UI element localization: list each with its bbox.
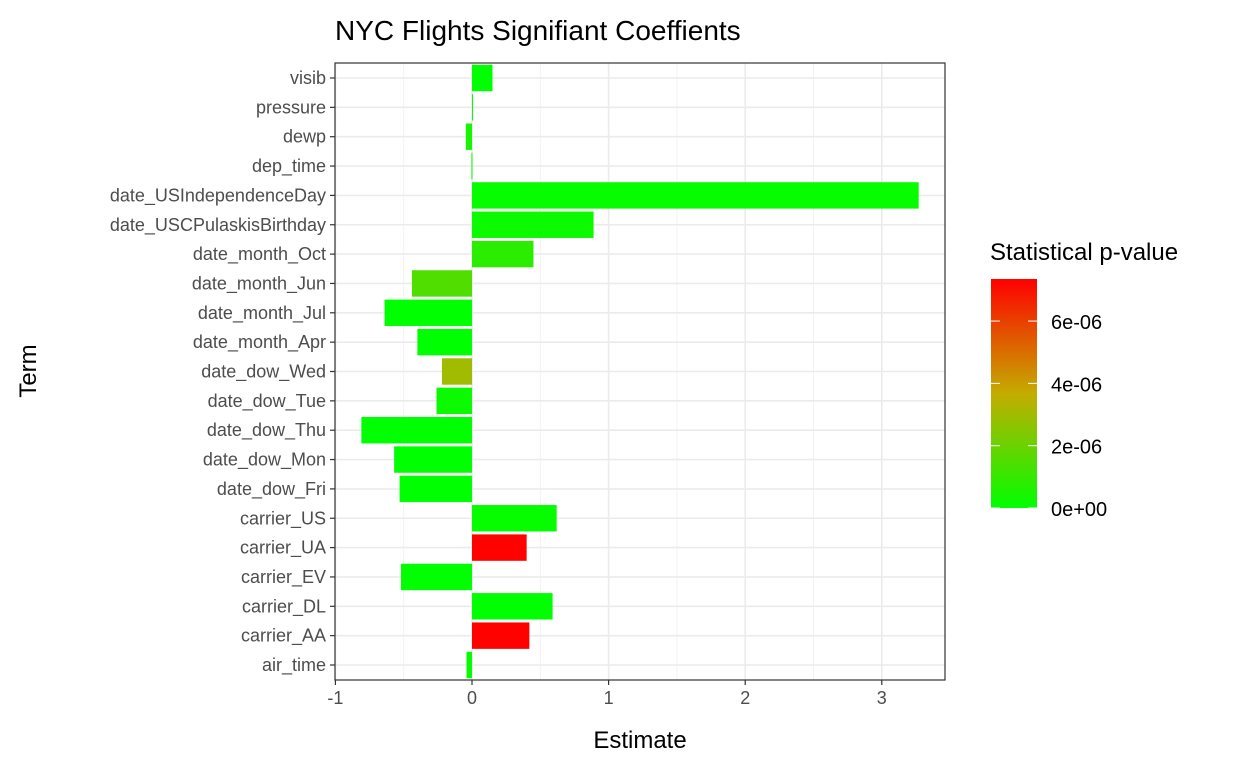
bar-date_dow_Mon [394,446,472,473]
legend-tick-label: 2e-06 [1051,437,1102,459]
y-tick-label: carrier_DL [242,596,326,617]
bar-date_USCPulaskisBirthday [472,211,594,238]
y-tick-label: visib [290,68,326,88]
bar-visib [472,64,493,92]
y-tick-label: carrier_UA [240,538,326,559]
y-axis: visib pressure dewp dep_time date_USIndepend… [110,68,335,676]
bar-carrier_AA [472,622,530,649]
y-axis-label: Term [15,344,42,397]
bar-date_USIndependenceDay [472,182,919,209]
legend-tick-label: 6e-06 [1051,312,1102,334]
legend-title: Statistical p-value [990,239,1178,266]
y-tick-label: date_month_Oct [193,244,326,265]
bars [361,64,919,679]
chart-title: NYC Flights Signifiant Coeffients [335,15,741,46]
x-tick-label: 3 [877,688,887,708]
y-tick-label: date_month_Jul [198,303,326,324]
y-tick-label: dewp [283,127,326,147]
y-tick-label: date_USCPulaskisBirthday [110,215,326,236]
bar-date_dow_Thu [361,416,472,444]
bar-dewp [465,123,472,150]
bar-carrier_UA [472,534,527,561]
x-tick-label: 0 [467,688,477,708]
bar-date_dow_Fri [399,475,472,503]
bar-air_time [466,651,472,679]
bar-date_dow_Wed [441,358,472,385]
bar-date_month_Apr [417,328,472,356]
x-axis: -1 0 1 2 3 [327,680,887,708]
y-tick-label: date_month_Apr [193,332,326,353]
y-tick-label: carrier_EV [241,567,326,588]
bar-date_month_Jun [411,270,472,297]
legend-tick-label: 0e+00 [1051,499,1107,521]
legend-tick-label: 4e-06 [1051,374,1102,396]
x-tick-label: 2 [740,688,750,708]
bar-carrier_EV [400,563,472,591]
y-tick-label: date_USIndependenceDay [110,185,326,206]
legend-colorbar [991,279,1037,508]
bar-date_month_Jul [384,299,472,327]
x-tick-label: 1 [604,688,614,708]
y-tick-label: air_time [262,655,326,676]
y-tick-label: pressure [256,97,326,117]
y-tick-label: carrier_US [240,508,326,529]
x-tick-label: -1 [327,688,343,708]
y-tick-label: date_dow_Tue [208,391,326,412]
y-tick-label: date_dow_Mon [203,450,326,471]
bar-dep_time [471,152,473,180]
legend: Statistical p-value 0e+00 2e-06 4e-06 6e-06 [990,239,1178,521]
y-tick-label: date_dow_Wed [201,362,326,383]
y-tick-label: date_month_Jun [192,273,326,294]
y-tick-label: dep_time [252,156,326,177]
bar-date_month_Oct [472,240,534,268]
bar-carrier_DL [472,593,553,620]
bar-date_dow_Tue [436,387,472,415]
bar-carrier_US [472,505,557,532]
y-tick-label: date_dow_Fri [217,479,326,500]
bar-pressure [472,94,473,121]
x-axis-label: Estimate [593,727,686,754]
y-tick-label: date_dow_Thu [207,420,326,441]
y-tick-label: carrier_AA [241,626,326,647]
